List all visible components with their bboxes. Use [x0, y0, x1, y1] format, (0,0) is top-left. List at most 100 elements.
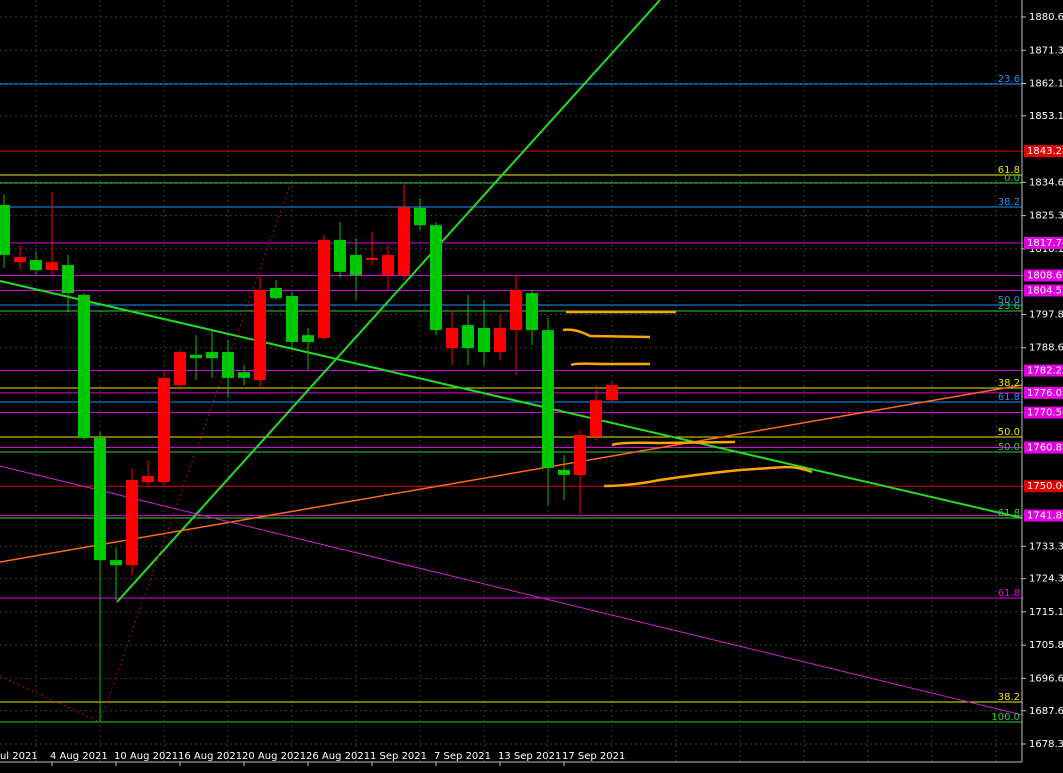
- candle-body: [382, 254, 394, 276]
- candle-body: [398, 207, 410, 276]
- fib-label: 50.0: [998, 427, 1020, 438]
- fib-label: 100.0: [991, 712, 1020, 723]
- candle-body: [270, 288, 282, 299]
- candle-body: [94, 437, 106, 561]
- price-tag: [1024, 509, 1063, 522]
- fib-label: 61.8: [998, 392, 1020, 403]
- candle-body: [350, 254, 362, 276]
- candle-body: [286, 295, 298, 342]
- projection-curve: [603, 465, 813, 488]
- candle-body: [142, 476, 154, 483]
- candle-body: [366, 257, 378, 260]
- candle-body: [206, 352, 218, 359]
- candle-body: [254, 289, 266, 381]
- price-tag: [1024, 145, 1063, 158]
- candle-body: [430, 225, 442, 331]
- candle-body: [222, 352, 234, 378]
- y-tick-label: 1696.60: [1029, 673, 1063, 684]
- y-tick-label: 1880.60: [1029, 12, 1063, 23]
- price-tag-label: 1770.56: [1027, 408, 1063, 419]
- y-tick-label: 1816.10: [1029, 244, 1063, 255]
- fib-label: 0.0: [1004, 173, 1020, 184]
- fib-label: 23.6: [998, 301, 1020, 312]
- trend-line: [116, 0, 661, 603]
- fib-label: 61.8: [998, 508, 1020, 519]
- y-tick-label: 1724.35: [1029, 574, 1063, 585]
- x-tick-label: 4 Aug 2021: [50, 751, 108, 762]
- trend-lines: [0, 0, 1023, 723]
- fib-label: 61.8: [998, 588, 1020, 599]
- x-tick-label: 1 Sep 2021: [370, 751, 427, 762]
- y-tick-label: 1825.35: [1029, 211, 1063, 222]
- price-tag-label: 1817.74: [1027, 238, 1063, 249]
- x-tick-label: Jul 2021: [0, 751, 38, 762]
- candle-body: [462, 325, 474, 349]
- candle-body: [446, 327, 458, 349]
- candle-body: [302, 335, 314, 342]
- projection-curve: [570, 362, 650, 367]
- candle-body: [334, 239, 346, 272]
- candle-body: [110, 560, 122, 566]
- candle-body: [526, 293, 538, 331]
- price-tag-label: 1776.02: [1027, 388, 1063, 399]
- candle-body: [238, 372, 250, 378]
- candle-body: [318, 239, 330, 338]
- x-tick-label: 10 Aug 2021: [114, 751, 178, 762]
- candle-body: [14, 257, 26, 263]
- x-tick-label: 17 Sep 2021: [562, 751, 625, 762]
- candle-body: [494, 327, 506, 353]
- price-axis-bg: [1022, 0, 1063, 773]
- y-tick-label: 1733.35: [1029, 541, 1063, 552]
- price-tag-label: 1760.82: [1027, 443, 1063, 454]
- candle-body: [62, 265, 74, 294]
- x-tick-label: 13 Sep 2021: [498, 751, 561, 762]
- y-tick-label: 1715.10: [1029, 607, 1063, 618]
- price-tag-label: 1808.69: [1027, 270, 1063, 281]
- candle-body: [510, 289, 522, 331]
- candle-body: [190, 354, 202, 359]
- candle-body: [542, 330, 554, 469]
- y-tick-label: 1871.35: [1029, 45, 1063, 56]
- projection-curve: [611, 440, 736, 447]
- fib-label: 23.6: [998, 74, 1020, 85]
- price-tag: [1024, 269, 1063, 282]
- candle-body: [574, 435, 586, 475]
- trend-line: [0, 465, 1023, 716]
- vertical-grid: [35, 0, 997, 762]
- fib-label: 38.2: [998, 197, 1020, 208]
- x-tick-label: 20 Aug 2021: [242, 751, 306, 762]
- candle-body: [46, 262, 58, 271]
- price-tag-label: 1804.52: [1027, 285, 1063, 296]
- candle-body: [0, 204, 10, 255]
- time-axis-bg: [0, 762, 1063, 773]
- price-tag-label: 1750.06: [1027, 481, 1063, 492]
- levels: [0, 16, 1022, 745]
- y-tick-label: 1788.60: [1029, 343, 1063, 354]
- price-tag-label: 1843.28: [1027, 146, 1063, 157]
- fib-label: 38.2: [998, 692, 1020, 703]
- projection-curve: [562, 328, 651, 339]
- fib-label: 50.0: [998, 442, 1020, 453]
- price-tag: [1024, 480, 1063, 493]
- candle-body: [606, 385, 618, 401]
- candle-body: [174, 352, 186, 386]
- x-tick-label: 26 Aug 2021: [306, 751, 370, 762]
- x-tick-label: 16 Aug 2021: [178, 751, 242, 762]
- candle-body: [158, 377, 170, 483]
- price-tag: [1024, 364, 1063, 377]
- candle-body: [30, 259, 42, 271]
- trend-line: [0, 280, 1023, 519]
- candle-body: [78, 294, 90, 438]
- y-tick-label: 1853.10: [1029, 111, 1063, 122]
- candle-body: [478, 327, 490, 353]
- price-tag: [1024, 236, 1063, 249]
- axis-labels: 1880.60 1871.35 1862.10 1853.10 1834.60 1825.…: [0, 12, 1063, 766]
- price-tag: [1024, 406, 1063, 419]
- fib-label: 38.2: [998, 378, 1020, 389]
- price-tag-label: 1782.25: [1027, 366, 1063, 377]
- x-tick-label: 7 Sep 2021: [434, 751, 491, 762]
- fib-label: 50.0: [998, 295, 1020, 306]
- trend-line: [0, 384, 1023, 563]
- price-tag-label: 1741.89: [1027, 511, 1063, 522]
- y-tick-label: 1678.35: [1029, 739, 1063, 750]
